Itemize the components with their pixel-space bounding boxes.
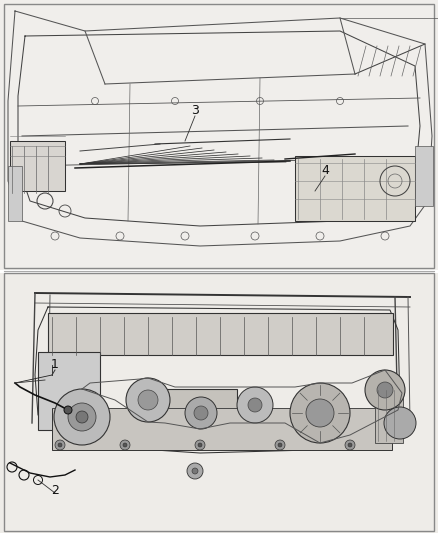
Text: 3: 3 — [191, 104, 199, 117]
Bar — [4, 273, 434, 531]
Circle shape — [120, 440, 130, 450]
Bar — [295, 156, 415, 221]
Bar — [10, 141, 65, 191]
Circle shape — [123, 443, 127, 447]
Circle shape — [278, 443, 282, 447]
Circle shape — [126, 378, 170, 422]
Circle shape — [187, 463, 203, 479]
Circle shape — [345, 440, 355, 450]
Bar — [4, 4, 434, 268]
Circle shape — [185, 397, 217, 429]
Circle shape — [290, 383, 350, 443]
Bar — [0, 0, 438, 270]
Bar — [165, 389, 237, 437]
Circle shape — [306, 399, 334, 427]
Circle shape — [192, 468, 198, 474]
Circle shape — [365, 370, 405, 410]
Circle shape — [55, 440, 65, 450]
Circle shape — [58, 443, 62, 447]
Circle shape — [76, 411, 88, 423]
Bar — [48, 313, 393, 355]
Circle shape — [68, 403, 96, 431]
Bar — [415, 146, 433, 206]
Bar — [8, 166, 22, 221]
Bar — [0, 273, 438, 533]
Text: 2: 2 — [51, 483, 59, 497]
Circle shape — [198, 443, 202, 447]
Text: 4: 4 — [321, 165, 329, 177]
Circle shape — [194, 406, 208, 420]
Bar — [52, 408, 392, 450]
Text: 1: 1 — [51, 359, 59, 372]
Bar — [38, 352, 100, 430]
Circle shape — [237, 387, 273, 423]
Circle shape — [377, 382, 393, 398]
Circle shape — [348, 443, 352, 447]
Bar — [375, 388, 403, 443]
Circle shape — [195, 440, 205, 450]
Circle shape — [275, 440, 285, 450]
Circle shape — [54, 389, 110, 445]
Circle shape — [248, 398, 262, 412]
Circle shape — [64, 406, 72, 414]
Circle shape — [138, 390, 158, 410]
Circle shape — [384, 407, 416, 439]
